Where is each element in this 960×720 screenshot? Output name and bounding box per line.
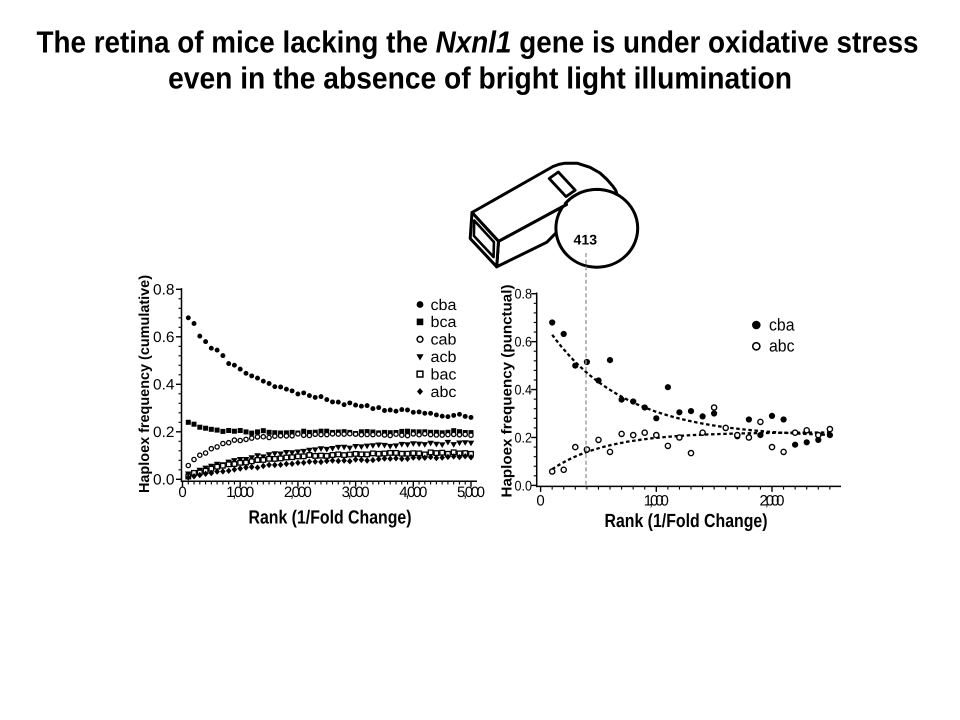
- svg-text:Rank (1/Fold Change): Rank (1/Fold Change): [249, 508, 412, 529]
- svg-text:Rank (1/Fold Change): Rank (1/Fold Change): [605, 511, 768, 532]
- svg-text:0.0: 0.0: [153, 471, 175, 488]
- svg-text:0: 0: [536, 493, 544, 510]
- svg-text:2,000: 2,000: [760, 493, 785, 510]
- svg-text:cba: cba: [431, 297, 457, 314]
- svg-text:acb: acb: [431, 349, 457, 366]
- svg-text:1,000: 1,000: [226, 484, 254, 501]
- svg-text:cab: cab: [431, 332, 457, 349]
- svg-text:2,000: 2,000: [284, 484, 312, 501]
- svg-text:abc: abc: [769, 337, 795, 356]
- svg-text:4,000: 4,000: [399, 484, 427, 501]
- svg-text:0.6: 0.6: [153, 329, 175, 346]
- svg-text:0.4: 0.4: [153, 376, 175, 393]
- svg-text:0.8: 0.8: [153, 281, 175, 298]
- svg-text:1,000: 1,000: [644, 493, 669, 510]
- svg-text:5,000: 5,000: [457, 484, 485, 501]
- svg-text:0.2: 0.2: [153, 424, 175, 441]
- svg-text:even in the absence of bright: even in the absence of bright light illu…: [168, 62, 792, 96]
- svg-text:Haploex frequency (cumulative): Haploex frequency (cumulative): [137, 275, 153, 493]
- svg-text:abc: abc: [431, 384, 457, 401]
- svg-text:The retina of mice lacking the: The retina of mice lacking the Nxnl1 gen…: [36, 26, 918, 60]
- svg-text:bac: bac: [431, 366, 457, 383]
- svg-text:bca: bca: [431, 314, 457, 331]
- svg-text:0: 0: [178, 484, 186, 501]
- svg-text:3,000: 3,000: [342, 484, 370, 501]
- svg-text:0.6: 0.6: [515, 334, 533, 350]
- svg-text:0.2: 0.2: [515, 429, 533, 445]
- svg-text:0.4: 0.4: [515, 382, 533, 398]
- svg-text:cba: cba: [769, 316, 795, 335]
- svg-text:0.8: 0.8: [515, 286, 533, 302]
- svg-text:0.0: 0.0: [515, 477, 533, 493]
- svg-text:Haploex frequency (punctual): Haploex frequency (punctual): [500, 284, 516, 497]
- svg-text:413: 413: [574, 231, 598, 247]
